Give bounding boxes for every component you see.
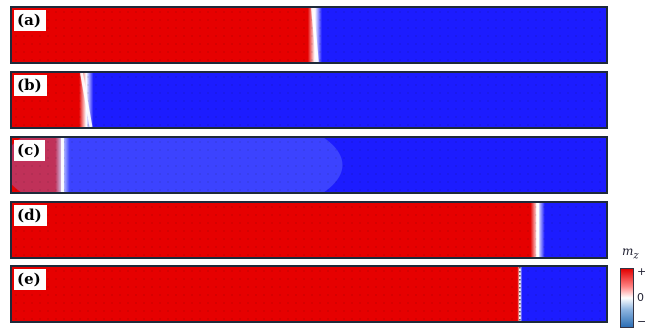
panel-label: (c) — [14, 140, 46, 161]
panel-d: (d) — [10, 201, 608, 259]
colorbar-tick-plus: + — [637, 265, 645, 278]
panel-label: (e) — [14, 269, 46, 290]
colorbar-tick-minus: − — [637, 315, 645, 328]
spin-grid — [12, 267, 606, 321]
spin-grid — [12, 8, 606, 62]
magnetization-map — [12, 267, 606, 321]
spin-grid — [12, 73, 606, 127]
colorbar — [620, 268, 634, 328]
panel-c: (c) — [10, 136, 608, 194]
panel-label: (d) — [14, 205, 47, 226]
colorbar-title-m: m — [622, 244, 634, 258]
panel-label: (a) — [14, 10, 46, 31]
domain-wall — [311, 8, 319, 62]
colorbar-tick-zero: 0 — [637, 291, 644, 304]
magnetization-map — [12, 73, 606, 127]
panel-label: (b) — [14, 75, 47, 96]
magnetization-map — [12, 138, 606, 192]
panel-a: (a) — [10, 6, 608, 64]
magnetization-map — [12, 203, 606, 257]
spin-grid — [12, 203, 606, 257]
domain-wall — [80, 73, 93, 127]
colorbar-title-subscript: z — [633, 250, 639, 262]
magnetization-map — [12, 8, 606, 62]
panel-e: (e) — [10, 265, 608, 323]
panel-b: (b) — [10, 71, 608, 129]
spin-grid — [12, 138, 606, 192]
colorbar-title: mz — [622, 244, 639, 261]
